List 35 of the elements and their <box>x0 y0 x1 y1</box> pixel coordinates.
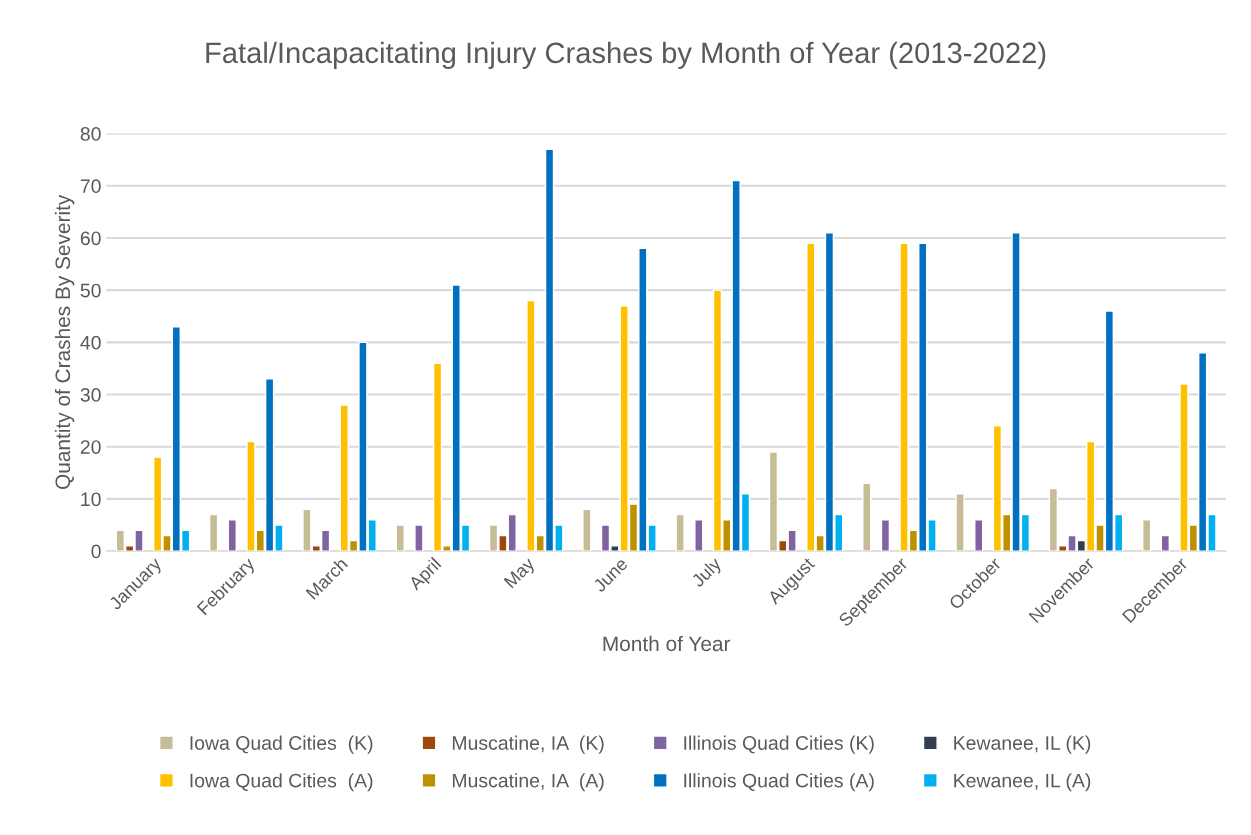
y-tick-label: 50 <box>80 283 101 298</box>
x-tick-label: July <box>690 555 725 591</box>
legend-label: Muscatine, IA (K) <box>452 735 604 754</box>
legend-label: Kewanee, IL (A) <box>954 773 1091 792</box>
y-tick-label: 60 <box>80 231 101 246</box>
x-tick-label: May <box>503 556 539 591</box>
y-tick-label: 0 <box>91 544 101 559</box>
bar <box>1160 534 1170 552</box>
y-axis-title: Quantity of Crashes By Severity <box>54 194 75 489</box>
bar <box>880 519 891 552</box>
y-tick-label: 20 <box>80 440 101 454</box>
y-tick-label: 30 <box>80 388 101 402</box>
legend-label: Kewanee, IL (K) <box>954 735 1091 754</box>
bar <box>955 492 965 552</box>
y-tick-label: 70 <box>80 179 101 194</box>
bar <box>414 524 424 552</box>
bar <box>675 513 685 552</box>
legend-label: Iowa Quad Cities (K) <box>190 735 373 754</box>
y-tick-label: 40 <box>80 335 101 350</box>
bar <box>1142 519 1152 552</box>
bar <box>862 482 872 552</box>
legend-label: Iowa Quad Cities (A) <box>190 773 373 792</box>
x-axis-title: Month of Year <box>603 635 731 652</box>
bar <box>974 519 984 552</box>
legend-label: Muscatine, IA (A) <box>452 773 604 792</box>
bar <box>227 519 237 552</box>
y-tick-label: 80 <box>80 127 101 141</box>
bar <box>582 508 592 552</box>
bar <box>694 519 704 552</box>
legend-label: Illinois Quad Cities (K) <box>684 735 874 754</box>
legend-label: Illinois Quad Cities (A) <box>684 773 874 792</box>
bar <box>395 524 405 552</box>
y-tick-label: 10 <box>81 492 101 507</box>
chart-title: Fatal/Incapacitating Injury Crashes by Month of Year (2013-2022) <box>206 41 1046 69</box>
bar <box>208 513 219 552</box>
